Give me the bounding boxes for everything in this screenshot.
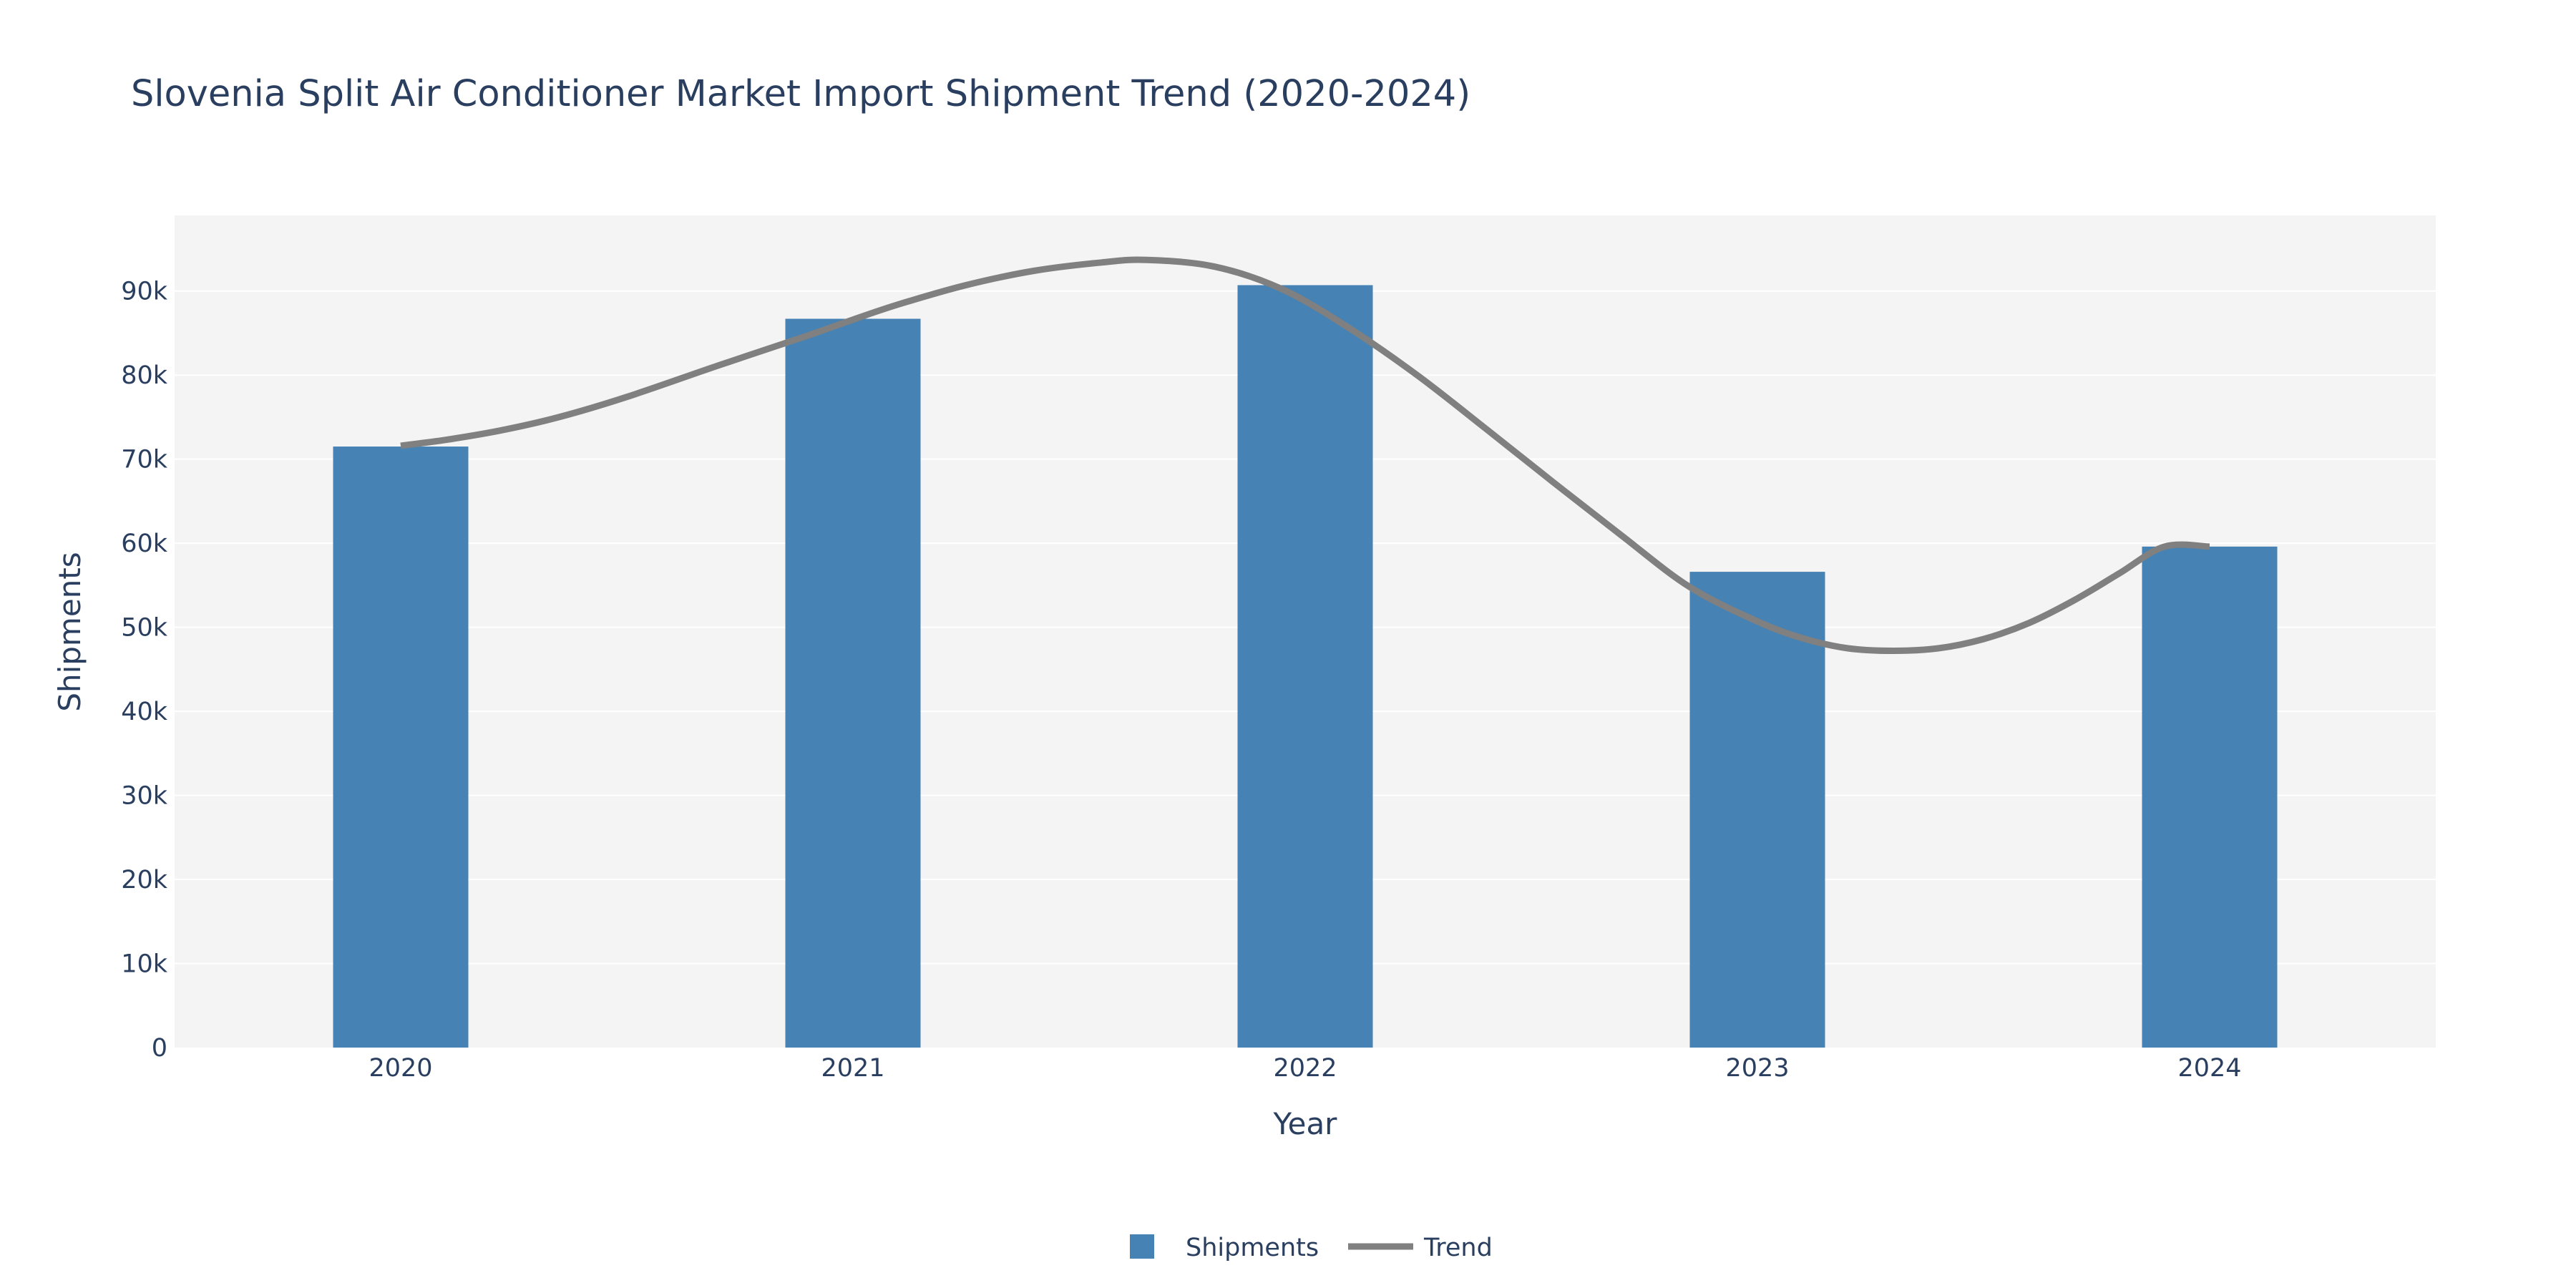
- legend: Shipments Trend: [1130, 1234, 1493, 1262]
- y-axis-ticks: 0 10k 20k 30k 40k 50k 60k 70k 80k 90k: [121, 278, 168, 1063]
- legend-label-shipments: Shipments: [1186, 1234, 1319, 1262]
- bar-2022[interactable]: [1238, 286, 1373, 1048]
- y-tick-label-80k: 80k: [121, 361, 168, 390]
- y-tick-label-70k: 70k: [121, 446, 168, 474]
- legend-item-shipments[interactable]: Shipments: [1130, 1234, 1319, 1262]
- x-tick-label-2022: 2022: [1273, 1054, 1337, 1083]
- chart: Slovenia Split Air Conditioner Market Im…: [0, 0, 2576, 1288]
- x-axis-title: Year: [1273, 1106, 1338, 1141]
- bar-2020[interactable]: [333, 447, 469, 1048]
- y-tick-label-20k: 20k: [121, 866, 168, 894]
- bar-2021[interactable]: [786, 318, 921, 1048]
- y-tick-label-40k: 40k: [121, 698, 168, 726]
- y-tick-label-0: 0: [152, 1034, 167, 1063]
- bar-2024[interactable]: [2142, 547, 2278, 1048]
- chart-title: Slovenia Split Air Conditioner Market Im…: [131, 73, 1470, 115]
- x-tick-label-2021: 2021: [821, 1054, 884, 1083]
- x-tick-label-2023: 2023: [1725, 1054, 1789, 1083]
- y-tick-label-90k: 90k: [121, 278, 168, 306]
- y-tick-label-60k: 60k: [121, 530, 168, 558]
- y-tick-label-50k: 50k: [121, 614, 168, 643]
- legend-swatch-shipments: [1130, 1234, 1154, 1259]
- x-tick-label-2020: 2020: [369, 1054, 432, 1083]
- y-tick-label-30k: 30k: [121, 782, 168, 811]
- bar-2023[interactable]: [1690, 572, 1825, 1048]
- y-tick-label-10k: 10k: [121, 950, 168, 979]
- x-tick-label-2024: 2024: [2177, 1054, 2241, 1083]
- y-axis-title: Shipments: [52, 552, 87, 711]
- legend-item-trend[interactable]: Trend: [1348, 1234, 1493, 1262]
- legend-label-trend: Trend: [1423, 1234, 1493, 1262]
- x-axis-ticks: 2020 2021 2022 2023 2024: [369, 1054, 2241, 1083]
